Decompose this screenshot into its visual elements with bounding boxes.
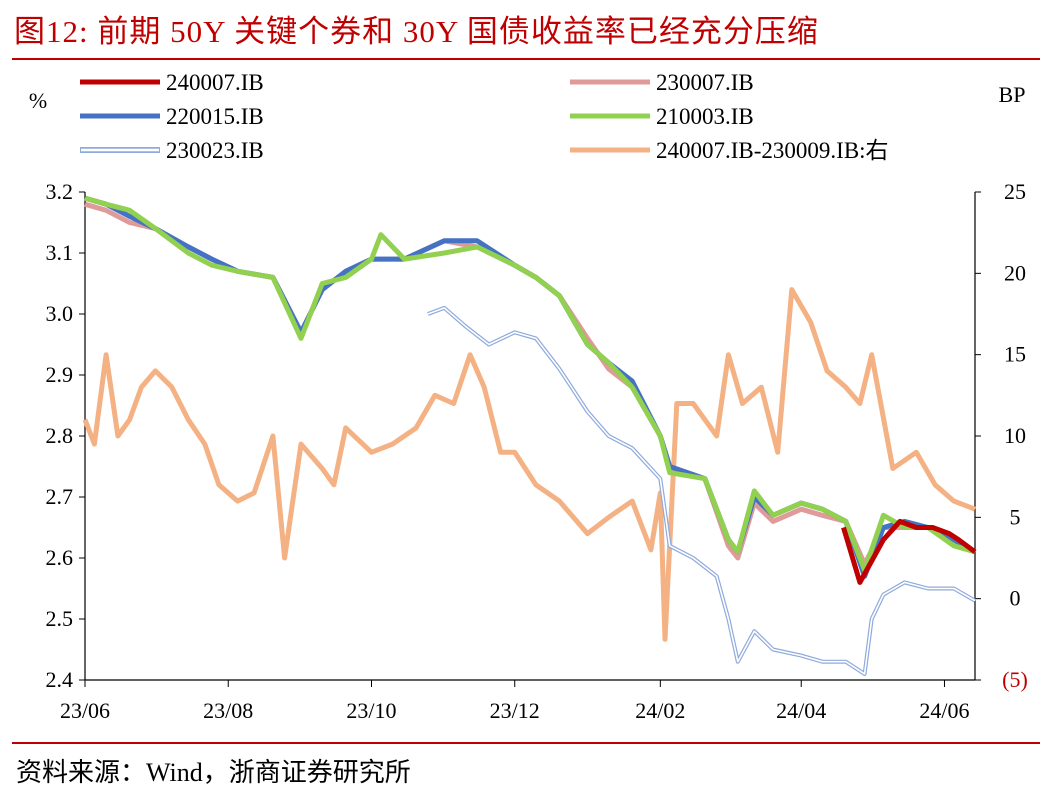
series-240007-ib-230009-ib- [82, 287, 976, 642]
y-tick-label-right: (5) [1002, 667, 1028, 692]
y-tick-label-left: 3.2 [46, 179, 74, 204]
x-tick-label: 24/06 [919, 698, 969, 723]
legend: 240007.IB 230007.IB 220015.IB 210003.IB 2300… [80, 70, 889, 163]
legend-item: 210003.IB [570, 104, 754, 129]
y-tick-label-right: 20 [1004, 260, 1026, 285]
y-tick-label-left: 2.4 [46, 667, 74, 692]
chart-title: 图12: 前期 50Y 关键个券和 30Y 国债收益率已经充分压缩 [14, 14, 819, 49]
series-230023-ib-inner [427, 307, 976, 675]
legend-item: 220015.IB [80, 104, 264, 129]
source-rule [12, 742, 1040, 744]
axes: 3.2 3.1 3.0 2.9 2.8 2.7 2.6 2.5 2.4 25 20 15 10 5 0 (5)… [46, 179, 1028, 723]
y-tick-label-left: 2.6 [46, 545, 74, 570]
series-210003-ib [84, 195, 976, 573]
legend-label: 220015.IB [166, 104, 264, 129]
legend-item: 230023.IB [80, 138, 264, 163]
y-axis-label-right: BP [999, 82, 1026, 107]
y-tick-label-left: 3.1 [46, 240, 74, 265]
y-tick-label-left: 2.5 [46, 606, 74, 631]
line-chart: 240007.IB 230007.IB 220015.IB 210003.IB 2300… [29, 70, 1028, 723]
x-tick-label: 24/04 [776, 698, 826, 723]
legend-item: 240007.IB [80, 70, 264, 95]
title-rule [12, 58, 1040, 60]
legend-item: 240007.IB-230009.IB:右 [570, 138, 889, 163]
legend-label: 240007.IB-230009.IB:右 [656, 138, 889, 163]
series-lines [82, 195, 977, 676]
x-tick-label: 23/06 [60, 698, 110, 723]
legend-item: 230007.IB [570, 70, 754, 95]
y-tick-label-right: 0 [1010, 586, 1021, 611]
series-230023-ib [427, 305, 977, 676]
y-axis-label-left: % [29, 88, 47, 113]
y-tick-label-left: 3.0 [46, 301, 74, 326]
legend-label: 230023.IB [166, 138, 264, 163]
y-tick-label-right: 25 [1004, 179, 1026, 204]
y-tick-label-left: 2.7 [46, 484, 74, 509]
legend-label: 210003.IB [656, 104, 754, 129]
x-tick-label: 24/02 [635, 698, 685, 723]
x-tick-label: 23/12 [490, 698, 540, 723]
legend-label: 240007.IB [166, 70, 264, 95]
y-tick-label-left: 2.9 [46, 362, 74, 387]
series-240007-ib [841, 518, 977, 585]
source-note: 资料来源：Wind，浙商证券研究所 [16, 758, 411, 787]
y-tick-label-right: 10 [1004, 423, 1026, 448]
legend-label: 230007.IB [656, 70, 754, 95]
y-tick-label-right: 15 [1004, 342, 1026, 367]
x-tick-label: 23/08 [203, 698, 253, 723]
y-tick-label-left: 2.8 [46, 423, 74, 448]
x-tick-label: 23/10 [346, 698, 396, 723]
y-tick-label-right: 5 [1010, 504, 1021, 529]
